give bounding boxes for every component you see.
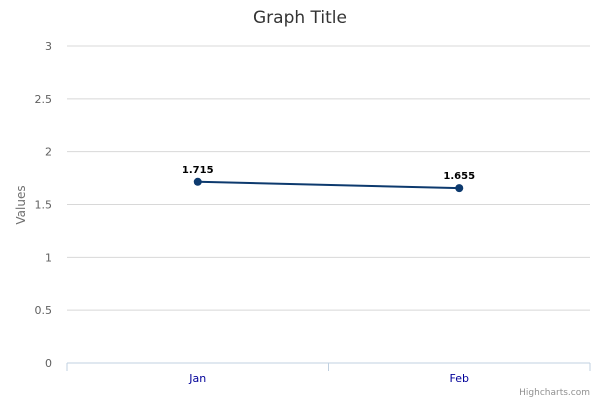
grid-lines [67, 45, 590, 311]
series-group: 1.715 1.655 [182, 165, 475, 193]
data-label: 1.655 [443, 171, 475, 182]
series-line [197, 180, 460, 190]
x-tick-label: Feb [450, 372, 469, 385]
chart-title: Graph Title [253, 8, 347, 28]
y-axis-tick-labels: 0 0.5 1 1.5 2 2.5 3 [35, 40, 53, 370]
y-tick-label: 0.5 [35, 304, 53, 317]
credits-link[interactable]: Highcharts.com [519, 388, 590, 398]
y-tick-label: 2 [45, 146, 52, 159]
data-label: 1.715 [182, 165, 214, 176]
y-tick-label: 2.5 [35, 93, 53, 106]
data-point[interactable] [455, 184, 464, 193]
x-axis: Jan Feb [66, 362, 591, 385]
x-tick-label: Jan [188, 372, 206, 385]
y-tick-label: 0 [45, 357, 52, 370]
data-point[interactable] [193, 177, 202, 186]
y-axis-label: Values [14, 185, 28, 224]
y-tick-label: 1 [45, 251, 52, 264]
y-tick-label: 1.5 [35, 199, 53, 212]
y-tick-label: 3 [45, 40, 52, 53]
